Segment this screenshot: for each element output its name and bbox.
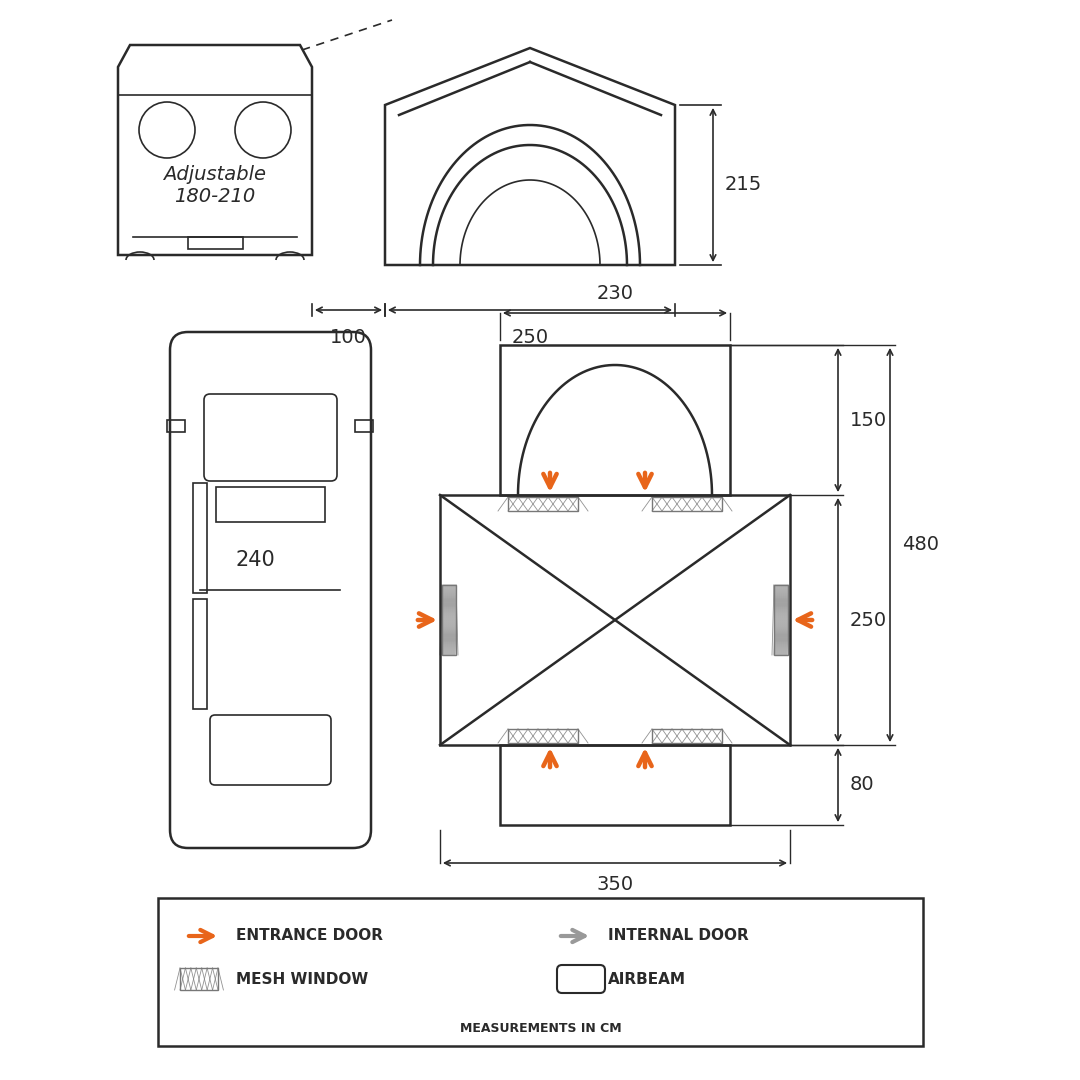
Bar	[508, 729, 578, 743]
Text: 250: 250	[512, 328, 549, 347]
Text: MESH WINDOW: MESH WINDOW	[237, 972, 368, 987]
Text: 240: 240	[235, 550, 275, 570]
Bar	[193, 599, 207, 708]
Bar	[167, 420, 185, 432]
Text: 350: 350	[596, 875, 634, 894]
Text: ENTRANCE DOOR: ENTRANCE DOOR	[237, 929, 383, 944]
Text: 480: 480	[902, 536, 939, 554]
Bar	[158, 897, 923, 1047]
Text: AIRBEAM: AIRBEAM	[608, 972, 686, 987]
Bar	[193, 483, 207, 593]
Bar	[652, 497, 723, 511]
Text: Adjustable
180-210: Adjustable 180-210	[163, 164, 267, 205]
Bar	[442, 585, 456, 654]
Bar	[500, 345, 730, 495]
Text: INTERNAL DOOR: INTERNAL DOOR	[608, 929, 748, 944]
Text: 80: 80	[850, 775, 875, 795]
Bar	[180, 968, 218, 990]
Bar	[508, 497, 578, 511]
Bar	[500, 745, 730, 825]
Bar	[440, 495, 789, 745]
Bar	[774, 585, 788, 654]
Text: 250: 250	[850, 610, 887, 630]
Text: MEASUREMENTS IN CM: MEASUREMENTS IN CM	[460, 1022, 621, 1035]
Bar	[188, 237, 243, 249]
Text: 150: 150	[850, 410, 887, 430]
Text: 230: 230	[596, 284, 634, 303]
Bar	[355, 420, 373, 432]
Bar	[652, 729, 723, 743]
Text: 100: 100	[330, 328, 367, 347]
Bar	[216, 487, 325, 522]
Text: 215: 215	[725, 175, 762, 194]
